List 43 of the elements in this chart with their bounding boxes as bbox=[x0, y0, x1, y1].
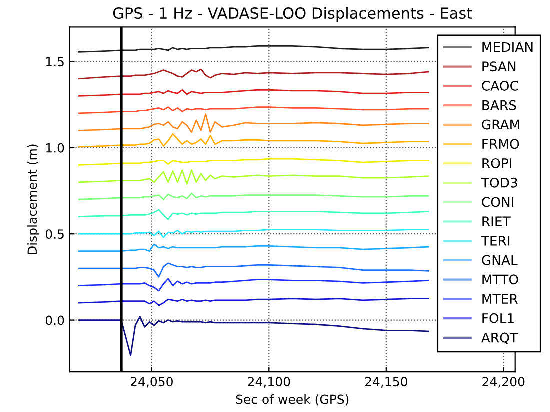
line-series bbox=[78, 68, 430, 80]
y-tick-label: 0.5 bbox=[46, 230, 64, 240]
line-series bbox=[78, 192, 430, 200]
legend-label: MEDIAN bbox=[482, 42, 533, 52]
x-axis-title: Sec of week (GPS) bbox=[236, 394, 349, 406]
line-series bbox=[78, 244, 430, 252]
legend-label: ARQT bbox=[481, 332, 518, 344]
line-series bbox=[78, 278, 430, 292]
chart-title: GPS - 1 Hz - VADASE-LOO Displacements - East bbox=[113, 7, 472, 22]
line-series bbox=[78, 114, 430, 134]
y-tick-label: 1.5 bbox=[46, 57, 64, 67]
legend-label: TOD3 bbox=[481, 178, 518, 188]
line-series bbox=[78, 316, 430, 356]
line-series bbox=[78, 170, 430, 185]
line-series bbox=[78, 158, 430, 166]
legend-label: TERI bbox=[481, 236, 510, 246]
legend-label: ROPI bbox=[482, 158, 512, 168]
x-tick-label: 24,050 bbox=[130, 377, 173, 388]
line-series bbox=[78, 133, 430, 148]
legend-label: CAOC bbox=[482, 81, 518, 91]
y-tick-label: 0.0 bbox=[46, 316, 64, 326]
line-series bbox=[78, 209, 430, 220]
legend-label: CONI bbox=[482, 197, 514, 208]
y-tick-label: 1.0 bbox=[46, 143, 64, 153]
line-series bbox=[78, 229, 430, 238]
legend-label: RIET bbox=[482, 216, 511, 226]
legend-label: MTTO bbox=[482, 274, 518, 285]
line-series bbox=[78, 89, 430, 97]
y-axis-title: Displacement (m) bbox=[27, 144, 40, 254]
line-series bbox=[78, 45, 430, 53]
x-tick-label: 24,150 bbox=[365, 377, 408, 388]
line-series bbox=[78, 106, 430, 114]
legend-label: FRMO bbox=[482, 139, 520, 150]
x-tick-label: 24,200 bbox=[482, 377, 525, 388]
x-tick-label: 24,100 bbox=[248, 377, 290, 388]
legend-label: FOL1 bbox=[482, 313, 514, 324]
legend-label: PSAN bbox=[482, 62, 516, 72]
legend-label: BARS bbox=[482, 100, 516, 110]
line-series bbox=[78, 298, 430, 306]
legend-label: MTER bbox=[482, 294, 518, 304]
legend-label: GNAL bbox=[482, 255, 518, 266]
line-series bbox=[78, 262, 430, 278]
legend-label: GRAM bbox=[482, 120, 520, 130]
